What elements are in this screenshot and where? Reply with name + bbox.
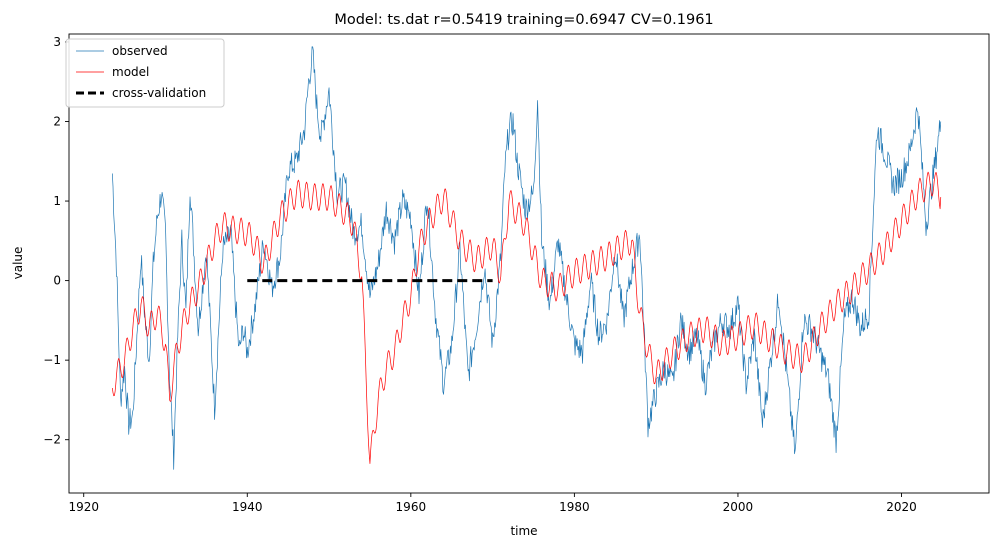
- y-tick-label: 3: [53, 35, 61, 49]
- legend-label-observed: observed: [112, 44, 168, 58]
- plot-frame: [68, 33, 990, 494]
- x-tick-label: 1980: [559, 500, 590, 514]
- y-tick-label: 2: [53, 115, 61, 129]
- x-axis-label: time: [510, 524, 537, 538]
- series-line-observed: [111, 46, 942, 470]
- x-tick-label: 1960: [396, 500, 427, 514]
- y-tick-label: −2: [43, 433, 61, 447]
- y-tick-label: 0: [53, 274, 61, 288]
- series-line-model: [111, 171, 942, 464]
- x-tick-label: 2020: [886, 500, 917, 514]
- y-axis-label: value: [11, 247, 25, 280]
- series-layer: [111, 46, 942, 470]
- y-tick-label: 1: [53, 194, 61, 208]
- legend-label-model: model: [112, 65, 149, 79]
- legend: observed model cross-validation: [65, 38, 225, 108]
- chart-title: Model: ts.dat r=0.5419 training=0.6947 C…: [334, 12, 713, 28]
- x-tick-label: 1920: [68, 500, 99, 514]
- legend-box: [65, 38, 225, 108]
- x-tick-label: 2000: [723, 500, 754, 514]
- y-tick-label: −1: [43, 353, 61, 367]
- axis-ticks: 1920 1940 1960 1980 2000 2020 −2 −1 0 1 2 3: [43, 35, 916, 514]
- x-tick-label: 1940: [232, 500, 263, 514]
- legend-label-cross-validation: cross-validation: [112, 86, 206, 100]
